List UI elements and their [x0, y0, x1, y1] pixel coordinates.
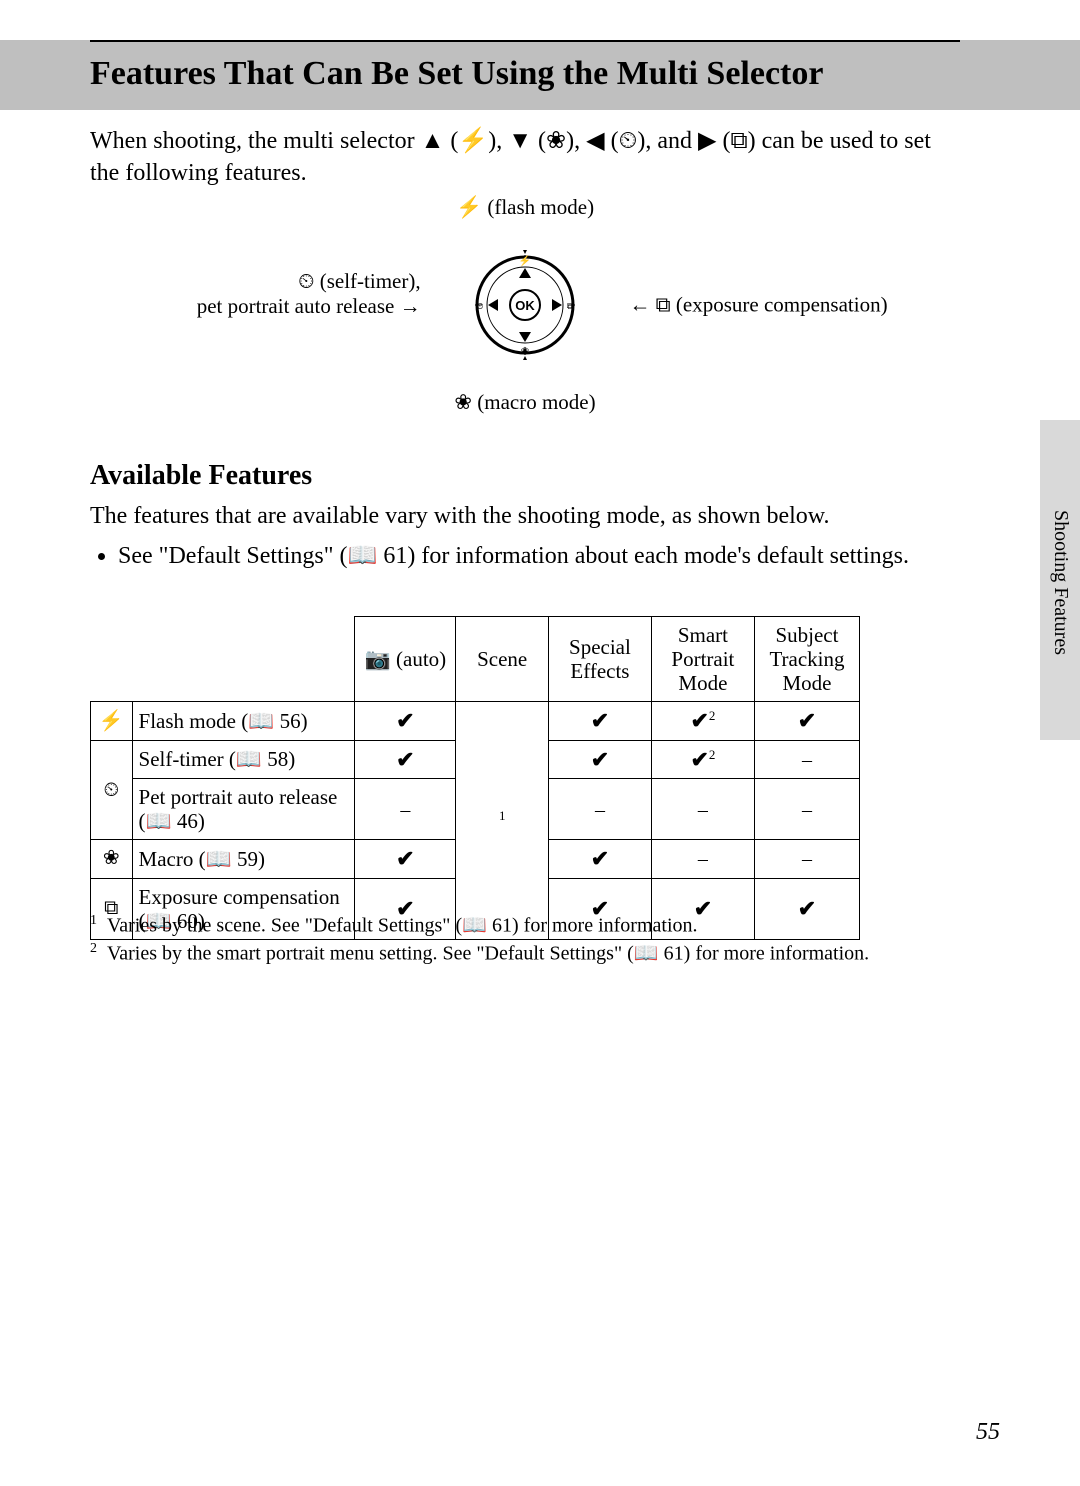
col-smart: Smart Portrait Mode	[651, 617, 754, 702]
footnotes: 1 Varies by the scene. See "Default Sett…	[90, 912, 960, 967]
page-title: Features That Can Be Set Using the Multi…	[90, 55, 823, 93]
flash-icon: ⚡	[458, 127, 488, 154]
check-icon: ✔	[396, 708, 414, 733]
check-icon: ✔	[591, 846, 609, 871]
exposure-icon: ⧉	[730, 127, 747, 154]
svg-text:⧉: ⧉	[567, 301, 574, 311]
manual-page: Features That Can Be Set Using the Multi…	[0, 0, 1080, 1486]
available-features-heading: Available Features	[90, 460, 312, 492]
dash-icon: –	[802, 799, 812, 821]
dash-icon: –	[802, 848, 812, 870]
col-special: Special Effects	[549, 617, 652, 702]
flash-label: ⚡ (flash mode)	[456, 195, 594, 220]
exposure-icon: ⧉	[656, 294, 671, 317]
selector-dial-icon: OK ⚡ ❀ ⏲ ⧉	[470, 250, 580, 360]
check-icon: ✔	[396, 846, 414, 871]
flash-icon: ⚡	[99, 710, 124, 732]
multi-selector-diagram: ⚡ (flash mode) ❀ (macro mode) ⏲ (self-ti…	[90, 195, 960, 415]
row-label: Pet portrait auto release (📖 46)	[132, 779, 355, 840]
svg-text:⏲: ⏲	[476, 301, 483, 311]
page-number: 55	[976, 1419, 1000, 1446]
arrow-down-icon: ▼	[508, 127, 532, 154]
footnote-1: Varies by the scene. See "Default Settin…	[107, 915, 698, 937]
self-timer-label: ⏲ (self-timer), pet portrait auto releas…	[197, 269, 421, 319]
arrow-up-icon: ▲	[421, 127, 445, 154]
macro-icon: ❀	[546, 127, 566, 154]
intro-paragraph: When shooting, the multi selector ▲ (⚡),…	[90, 125, 960, 190]
svg-text:⚡: ⚡	[519, 254, 531, 267]
col-subject: Subject Tracking Mode	[754, 617, 859, 702]
section-tab-label: Shooting Features	[1049, 510, 1072, 655]
horizontal-rule	[90, 40, 960, 42]
check-icon: ✔	[591, 708, 609, 733]
dash-icon: –	[698, 799, 708, 821]
self-timer-icon: ⏲	[619, 127, 638, 154]
row-label: Self-timer (📖 58)	[132, 740, 355, 778]
table-header-row: 📷 (auto) Scene Special Effects Smart Por…	[91, 617, 860, 702]
self-timer-icon: ⏲	[298, 270, 314, 293]
available-line1: The features that are available vary wit…	[90, 503, 830, 529]
camera-icon: 📷	[365, 648, 391, 671]
dash-icon: –	[595, 799, 605, 821]
check-icon: ✔	[798, 708, 816, 733]
macro-icon: ❀	[103, 847, 120, 869]
footnote-2: Varies by the smart portrait menu settin…	[107, 942, 869, 964]
row-label: Macro (📖 59)	[132, 840, 355, 878]
check-icon: ✔	[591, 747, 609, 772]
available-features-text: The features that are available vary wit…	[90, 500, 960, 573]
svg-text:OK: OK	[515, 298, 535, 313]
check-icon: ✔	[690, 708, 708, 733]
row-label: Flash mode (📖 56)	[132, 702, 355, 740]
macro-label: ❀ (macro mode)	[454, 390, 595, 415]
scene-merged-cell: 1	[456, 702, 549, 939]
table-row: ⚡ Flash mode (📖 56) ✔ 1 ✔ ✔2 ✔	[91, 702, 860, 740]
check-icon: ✔	[396, 747, 414, 772]
features-table: 📷 (auto) Scene Special Effects Smart Por…	[90, 616, 960, 940]
arrow-left-icon: ◀	[586, 127, 604, 154]
dash-icon: –	[802, 749, 812, 771]
dash-icon: –	[698, 848, 708, 870]
macro-icon: ❀	[454, 391, 472, 414]
check-icon: ✔	[690, 747, 708, 772]
available-bullet: See "Default Settings" (📖 61) for inform…	[118, 540, 960, 574]
dash-icon: –	[400, 799, 410, 821]
self-timer-icon: ⏲	[103, 779, 119, 801]
svg-text:❀: ❀	[521, 346, 529, 357]
col-scene: Scene	[456, 617, 549, 702]
exposure-label: ← ⧉ (exposure compensation)	[629, 293, 887, 318]
intro-text-pre: When shooting, the multi selector	[90, 128, 421, 154]
arrow-right-icon: ▶	[698, 127, 716, 154]
flash-icon: ⚡	[456, 196, 482, 219]
col-auto: 📷 (auto)	[355, 617, 456, 702]
